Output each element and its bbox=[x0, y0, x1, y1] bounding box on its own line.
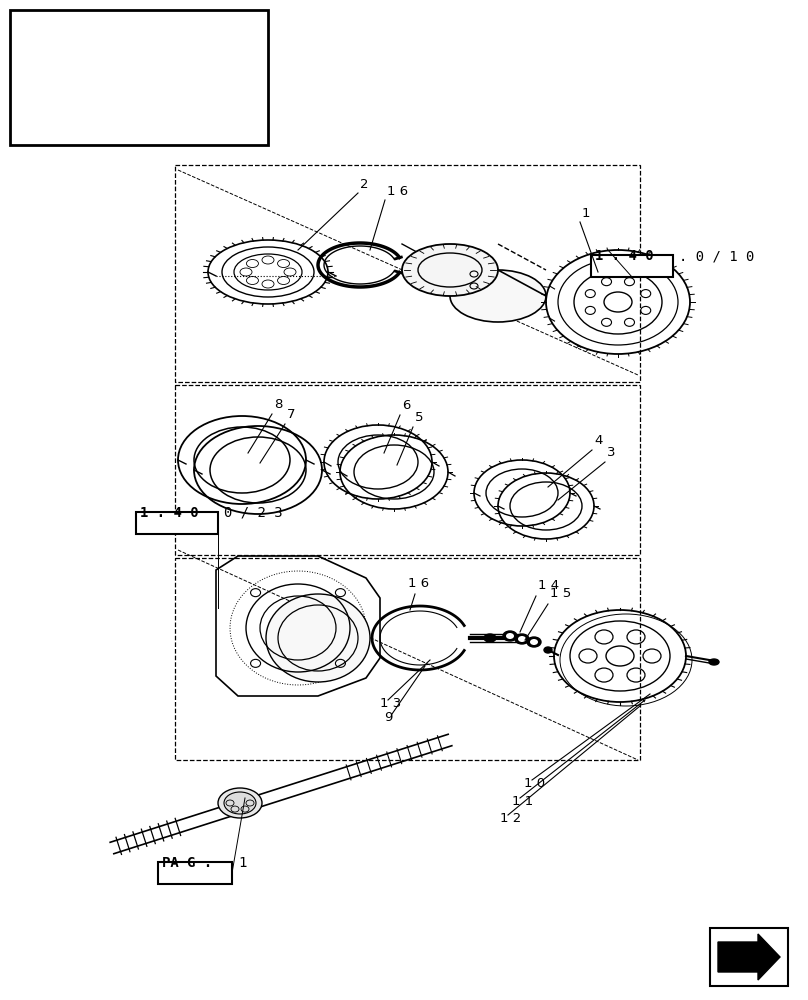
Ellipse shape bbox=[224, 792, 256, 814]
Ellipse shape bbox=[74, 65, 90, 79]
Ellipse shape bbox=[544, 647, 552, 653]
Text: PA G .: PA G . bbox=[162, 856, 213, 870]
Text: 1 4: 1 4 bbox=[538, 579, 559, 592]
Text: 8: 8 bbox=[274, 398, 282, 411]
Bar bbox=[591, 255, 673, 277]
Text: 3: 3 bbox=[607, 446, 616, 459]
Ellipse shape bbox=[177, 65, 193, 79]
Text: 1 6: 1 6 bbox=[387, 185, 408, 198]
Text: 1 6: 1 6 bbox=[408, 577, 429, 590]
Polygon shape bbox=[718, 934, 780, 980]
Ellipse shape bbox=[527, 637, 541, 647]
Text: 1 3: 1 3 bbox=[380, 697, 402, 710]
Ellipse shape bbox=[506, 633, 514, 639]
Ellipse shape bbox=[70, 62, 94, 82]
Text: 1: 1 bbox=[582, 207, 591, 220]
Text: 1 1: 1 1 bbox=[512, 795, 533, 808]
Ellipse shape bbox=[518, 636, 526, 642]
Text: 1 5: 1 5 bbox=[550, 587, 571, 600]
Text: 1 . 4 0: 1 . 4 0 bbox=[140, 506, 199, 520]
Text: 7: 7 bbox=[287, 408, 296, 421]
Text: 4: 4 bbox=[594, 434, 603, 447]
Ellipse shape bbox=[96, 44, 172, 100]
Ellipse shape bbox=[450, 270, 546, 322]
Text: 6: 6 bbox=[402, 399, 410, 412]
Ellipse shape bbox=[530, 639, 538, 645]
Text: 2: 2 bbox=[360, 178, 368, 191]
Polygon shape bbox=[18, 45, 65, 95]
Ellipse shape bbox=[173, 62, 197, 82]
Bar bbox=[158, 862, 232, 884]
Text: 5: 5 bbox=[415, 411, 423, 424]
Ellipse shape bbox=[402, 244, 498, 296]
Text: . 0 / 1 0: . 0 / 1 0 bbox=[679, 249, 755, 263]
Text: 1 . 4 0: 1 . 4 0 bbox=[595, 249, 654, 263]
Text: 1 0: 1 0 bbox=[524, 777, 545, 790]
Ellipse shape bbox=[515, 634, 529, 644]
Ellipse shape bbox=[503, 631, 517, 641]
Bar bbox=[136, 512, 218, 534]
Ellipse shape bbox=[266, 594, 370, 682]
Ellipse shape bbox=[218, 788, 262, 818]
Ellipse shape bbox=[114, 57, 154, 87]
Ellipse shape bbox=[89, 37, 179, 107]
Bar bbox=[10, 10, 268, 145]
Text: 1: 1 bbox=[238, 856, 246, 870]
Text: 0 / 2 3: 0 / 2 3 bbox=[224, 506, 283, 520]
Polygon shape bbox=[200, 45, 248, 95]
Bar bbox=[710, 928, 788, 986]
Ellipse shape bbox=[709, 659, 719, 665]
Text: 9: 9 bbox=[384, 711, 393, 724]
Ellipse shape bbox=[484, 634, 496, 642]
Text: 1 2: 1 2 bbox=[500, 812, 521, 825]
